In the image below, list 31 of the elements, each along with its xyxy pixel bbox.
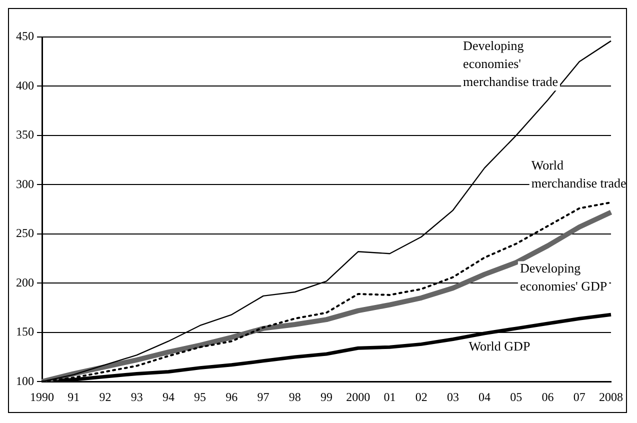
- x-tick-label: 03: [446, 390, 459, 404]
- x-tick-label: 02: [415, 390, 428, 404]
- y-tick-label: 250: [16, 226, 34, 240]
- y-tick-label: 450: [16, 29, 34, 44]
- series-label: World GDP: [468, 338, 530, 354]
- series-label: Developing economies' GDP: [520, 260, 608, 294]
- x-tick-label: 07: [573, 390, 586, 404]
- x-tick-label: 92: [99, 390, 112, 404]
- x-tick-label: 95: [194, 390, 206, 404]
- y-tick-label: 300: [16, 176, 34, 191]
- x-tick-label: 2000: [346, 390, 370, 404]
- y-tick-label: 400: [16, 78, 34, 92]
- x-tick-label: 91: [68, 390, 80, 404]
- y-tick-label: 200: [16, 275, 34, 290]
- x-tick-label: 99: [320, 390, 332, 404]
- series-label: World merchandise trade: [531, 157, 626, 190]
- x-tick-label: 96: [226, 390, 238, 404]
- x-tick-label: 01: [384, 390, 396, 404]
- x-tick-label: 97: [257, 390, 270, 404]
- x-tick-label: 93: [130, 390, 143, 404]
- x-tick-label: 06: [542, 390, 554, 404]
- x-tick-label: 05: [510, 390, 522, 404]
- x-tick-label: 2008: [599, 390, 623, 404]
- x-tick-label: 98: [288, 390, 301, 404]
- series-label: Developing economies' merchandise trade: [463, 38, 558, 89]
- y-tick-label: 150: [16, 324, 34, 339]
- x-tick-label: 94: [162, 390, 174, 404]
- x-tick-label: 1990: [30, 390, 54, 404]
- x-tick-label: 04: [478, 390, 491, 404]
- y-tick-label: 350: [16, 128, 34, 142]
- y-tick-label: 100: [16, 374, 34, 388]
